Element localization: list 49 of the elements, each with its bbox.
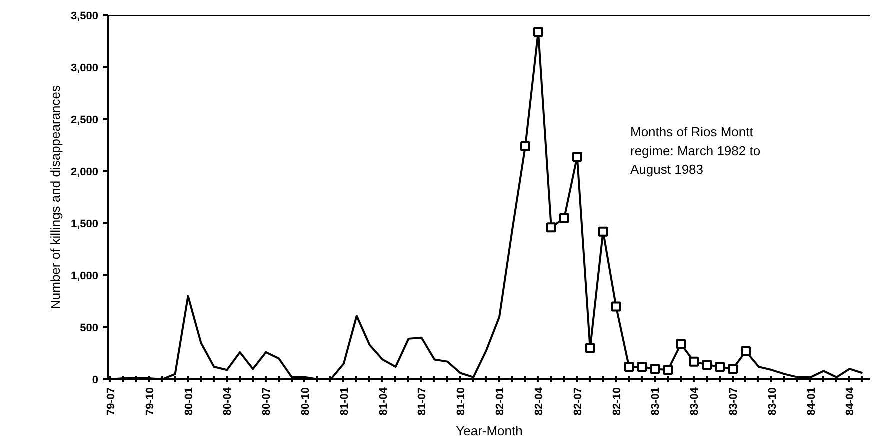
y-tick-label: 1,000	[70, 270, 99, 282]
x-tick-label: 80-01	[183, 387, 196, 416]
x-tick-label: 83-01	[650, 387, 662, 416]
y-tick-label: 3,000	[70, 62, 99, 74]
point	[559, 213, 570, 224]
x-tick-label: 81-07	[416, 387, 429, 416]
point	[650, 364, 660, 374]
point	[715, 362, 726, 372]
point	[663, 365, 674, 376]
y-tick-label: 2,000	[70, 166, 99, 178]
x-tick-label: 82-07	[572, 387, 584, 416]
point	[728, 364, 738, 374]
point	[676, 339, 686, 350]
x-tick-label: 81-10	[456, 387, 468, 416]
x-tick-label: 84-01	[806, 387, 818, 416]
x-tick-label: 80-04	[222, 386, 234, 416]
point	[624, 362, 634, 372]
point	[585, 343, 596, 354]
x-tick-label: 79-10	[144, 387, 156, 416]
point	[572, 152, 582, 162]
x-tick-label: 84-04	[844, 386, 857, 416]
x-tick-label: 80-07	[261, 387, 274, 416]
y-axis-title: Number of killings and disappearances	[48, 84, 63, 310]
y-tick-label: 1,500	[70, 218, 99, 230]
point	[520, 142, 530, 152]
point	[611, 302, 622, 312]
x-axis-title: Year-Month	[456, 424, 523, 439]
x-tick-label: 81-04	[378, 386, 390, 416]
x-tick-label: 83-04	[689, 386, 702, 416]
point	[598, 226, 608, 237]
y-tick-label: 2,500	[70, 114, 99, 126]
point	[533, 27, 544, 38]
annotation: Months of Rios Montt regime: March 1982 to August 1983	[630, 124, 761, 177]
point	[689, 356, 700, 367]
x-tick-label: 82-01	[494, 387, 507, 416]
x-tick-label: 83-10	[766, 387, 779, 416]
y-tick-label: 500	[80, 322, 99, 334]
y-tick-label: 3,500	[70, 10, 99, 22]
x-tick-label: 83-07	[728, 387, 740, 416]
x-tick-label: 81-01	[338, 387, 351, 416]
x-tick-label: 82-10	[611, 387, 624, 416]
x-tick-label: 80-10	[300, 387, 312, 416]
x-tick-label: 82-04	[533, 386, 546, 416]
point	[637, 362, 648, 372]
point	[702, 360, 712, 370]
x-tick-label: 79-07	[105, 387, 118, 416]
point	[740, 346, 751, 356]
y-tick-label: 0	[92, 374, 99, 386]
point	[546, 222, 556, 233]
